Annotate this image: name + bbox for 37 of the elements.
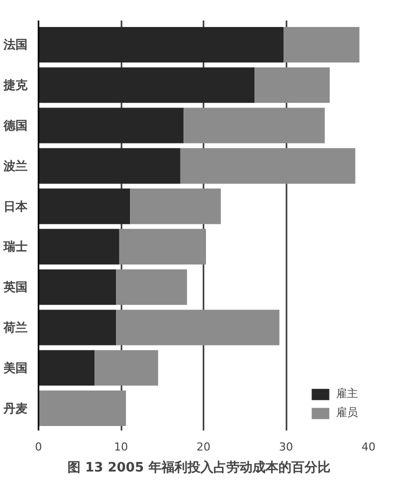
x-tick-label: 20 bbox=[196, 440, 210, 454]
y-tick-label: 英国 bbox=[2, 280, 28, 294]
y-tick-label: 美国 bbox=[2, 360, 28, 375]
bar bbox=[38, 188, 130, 224]
legend-label: 雇员 bbox=[336, 405, 358, 420]
bar bbox=[38, 108, 184, 144]
bar bbox=[38, 148, 180, 184]
y-tick-label: 法国 bbox=[2, 38, 28, 52]
bar bbox=[184, 108, 325, 144]
x-tick-label: 10 bbox=[114, 440, 128, 454]
bar bbox=[38, 350, 95, 386]
x-tick-label: 30 bbox=[279, 440, 293, 454]
bar bbox=[284, 26, 360, 63]
bar bbox=[38, 390, 126, 426]
x-tick-label: 0 bbox=[35, 440, 42, 454]
y-tick-label: 丹麦 bbox=[2, 401, 28, 416]
y-tick-label: 瑞士 bbox=[2, 240, 28, 254]
bar bbox=[38, 310, 116, 346]
bar bbox=[38, 26, 284, 63]
y-tick-label: 波兰 bbox=[2, 158, 28, 173]
x-tick-label: 40 bbox=[362, 440, 376, 454]
bar bbox=[38, 228, 120, 264]
y-tick-label: 日本 bbox=[4, 199, 28, 214]
y-tick-label: 捷克 bbox=[2, 78, 28, 92]
bar bbox=[180, 148, 356, 184]
bar bbox=[116, 310, 280, 346]
bar bbox=[94, 350, 158, 386]
bar bbox=[130, 188, 221, 224]
legend-label: 雇主 bbox=[336, 386, 358, 401]
bar bbox=[38, 67, 255, 103]
bar bbox=[119, 228, 206, 264]
y-tick-label: 德国 bbox=[2, 118, 28, 133]
bar bbox=[254, 67, 330, 103]
bar bbox=[116, 269, 187, 305]
bar bbox=[38, 269, 116, 305]
text: 图 13 2005 年福利投入占劳动成本的百分比 bbox=[68, 460, 330, 476]
y-tick-label: 荷兰 bbox=[2, 320, 28, 334]
